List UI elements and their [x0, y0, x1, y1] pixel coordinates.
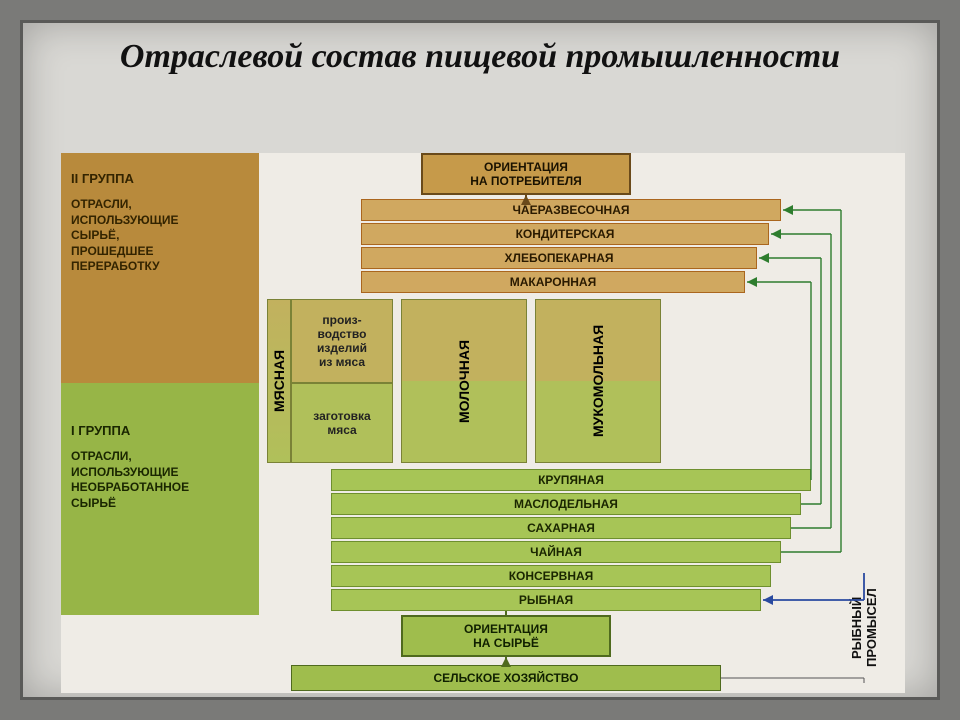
upper-row-2: ХЛЕБОПЕКАРНАЯ — [361, 247, 757, 269]
consumer-orientation-label: ОРИЕНТАЦИЯНА ПОТРЕБИТЕЛЯ — [470, 160, 582, 188]
meat-col-label: МЯСНАЯ — [269, 305, 289, 457]
raw-orientation-label: ОРИЕНТАЦИЯНА СЫРЬЁ — [464, 622, 548, 650]
consumer-orientation-box: ОРИЕНТАЦИЯНА ПОТРЕБИТЕЛЯ — [421, 153, 631, 195]
meat-bot-cell: заготовкамяса — [291, 383, 393, 463]
lower-row-5: РЫБНАЯ — [331, 589, 761, 611]
meat-top-cell: произ-водствоизделийиз мяса — [291, 299, 393, 383]
lower-row-0: КРУПЯНАЯ — [331, 469, 811, 491]
upper-row-1: КОНДИТЕРСКАЯ — [361, 223, 769, 245]
group1-heading: I ГРУППА — [71, 423, 255, 438]
slide-frame: Отраслевой состав пищевой промышленности… — [20, 20, 940, 700]
lower-row-2: САХАРНАЯ — [331, 517, 791, 539]
page-title: Отраслевой состав пищевой промышленности — [63, 37, 897, 76]
upper-row-3: МАКАРОННАЯ — [361, 271, 745, 293]
fishing-label: РЫБНЫЙПРОМЫСЕЛ — [849, 573, 879, 683]
upper-row-0: ЧАЕРАЗВЕСОЧНАЯ — [361, 199, 781, 221]
milling-label: МУКОМОЛЬНАЯ — [588, 309, 608, 453]
group2-heading: II ГРУППА — [71, 171, 255, 186]
group2-desc: ОТРАСЛИ,ИСПОЛЬЗУЮЩИЕСЫРЬЁ,ПРОШЕДШЕЕПЕРЕР… — [71, 197, 255, 275]
lower-row-1: МАСЛОДЕЛЬНАЯ — [331, 493, 801, 515]
group1-desc: ОТРАСЛИ,ИСПОЛЬЗУЮЩИЕНЕОБРАБОТАННОЕСЫРЬЁ — [71, 449, 255, 511]
dairy-label: МОЛОЧНАЯ — [454, 309, 474, 453]
lower-row-4: КОНСЕРВНАЯ — [331, 565, 771, 587]
lower-row-3: ЧАЙНАЯ — [331, 541, 781, 563]
diagram: II ГРУППА ОТРАСЛИ,ИСПОЛЬЗУЮЩИЕСЫРЬЁ,ПРОШЕ… — [61, 153, 905, 693]
raw-orientation-box: ОРИЕНТАЦИЯНА СЫРЬЁ — [401, 615, 611, 657]
agriculture-bar: СЕЛЬСКОЕ ХОЗЯЙСТВО — [291, 665, 721, 691]
